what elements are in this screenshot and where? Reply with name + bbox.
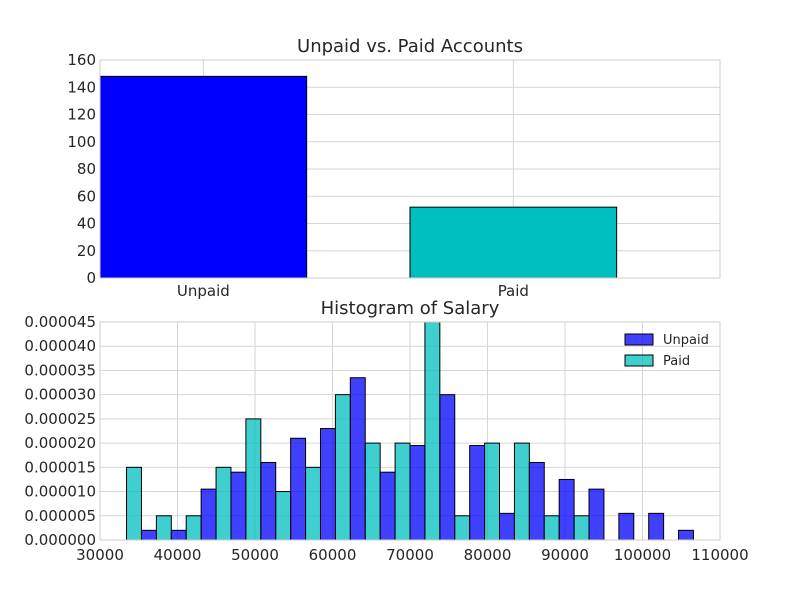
y-tick-label: 0.000030 bbox=[24, 386, 96, 404]
hist-bar-unpaid bbox=[379, 471, 396, 541]
y-tick-label: 120 bbox=[67, 106, 96, 124]
hist-bar-unpaid bbox=[648, 512, 665, 541]
plot-frame bbox=[99, 321, 721, 541]
hist-bar-unpaid bbox=[469, 445, 486, 541]
y-tick-label: 0.000005 bbox=[24, 507, 96, 525]
y-tick-label: 80 bbox=[77, 160, 96, 178]
y-tick-label: 0.000000 bbox=[24, 531, 96, 549]
hist-bar-unpaid bbox=[140, 529, 157, 541]
legend-label-unpaid: Unpaid bbox=[663, 333, 709, 348]
x-tick-label: 30000 bbox=[76, 546, 124, 564]
hist-bar-unpaid bbox=[499, 512, 515, 541]
y-tick-label: 0.000035 bbox=[24, 361, 96, 379]
hist-bar-unpaid bbox=[439, 394, 456, 541]
hist-bar-unpaid bbox=[558, 478, 575, 541]
x-tick-label: 60000 bbox=[309, 546, 357, 564]
legend-swatch-unpaid bbox=[624, 333, 654, 346]
hist-bar-paid bbox=[275, 491, 292, 541]
bar-paid bbox=[409, 206, 618, 279]
y-tick-label: 0.000015 bbox=[24, 458, 96, 476]
hist-bar-unpaid bbox=[260, 461, 277, 541]
y-tick-label: 0.000020 bbox=[24, 434, 96, 452]
hist-bar-unpaid bbox=[618, 512, 635, 541]
hist-bar-paid bbox=[215, 466, 232, 541]
hist-bar-paid bbox=[185, 515, 202, 541]
legend: Unpaid Paid bbox=[624, 333, 709, 369]
y-tick-label: 40 bbox=[77, 215, 96, 233]
x-tick-label: 70000 bbox=[386, 546, 434, 564]
hist-bar-unpaid bbox=[528, 461, 545, 541]
hist-bar-unpaid bbox=[678, 529, 694, 541]
hist-bar-unpaid bbox=[230, 471, 247, 541]
y-tick-label: 0 bbox=[86, 269, 96, 287]
y-tick-label: 20 bbox=[77, 242, 96, 260]
hist-bar-paid bbox=[334, 394, 351, 541]
chart-title: Unpaid vs. Paid Accounts bbox=[297, 36, 523, 57]
hist-bar-unpaid bbox=[319, 428, 336, 541]
histogram-salary: Histogram of Salary 0.000000 0.000005 0.00… bbox=[24, 298, 748, 564]
y-tick-label: 140 bbox=[67, 78, 96, 96]
y-tick-label: 60 bbox=[77, 187, 96, 205]
hist-bar-paid bbox=[155, 515, 172, 541]
hist-bar-unpaid bbox=[170, 529, 187, 541]
legend-swatch-paid bbox=[624, 354, 654, 367]
y-tick-label: 0.000010 bbox=[24, 483, 96, 501]
bar-chart-accounts: Unpaid vs. Paid Accounts 0 20 40 60 80 100 120… bbox=[67, 36, 721, 300]
hist-bar-paid bbox=[543, 515, 560, 541]
y-tick-label: 100 bbox=[67, 133, 96, 151]
x-tick-label: 100000 bbox=[614, 546, 671, 564]
hist-bar-unpaid bbox=[588, 488, 605, 541]
hist-bar-paid bbox=[305, 466, 321, 541]
x-tick-label: 90000 bbox=[541, 546, 589, 564]
hist-bar-paid bbox=[573, 515, 590, 541]
y-tick-label: 0.000045 bbox=[24, 313, 96, 331]
hist-bar-paid bbox=[513, 442, 530, 541]
x-tick-label: Unpaid bbox=[177, 282, 230, 300]
hist-bar-paid bbox=[126, 466, 142, 541]
x-tick-label: 80000 bbox=[464, 546, 512, 564]
x-tick-label: 110000 bbox=[691, 546, 748, 564]
x-tick-label: 40000 bbox=[154, 546, 202, 564]
y-tick-label: 0.000025 bbox=[24, 410, 96, 428]
hist-bar-paid bbox=[424, 321, 441, 541]
hist-bar-paid bbox=[454, 515, 471, 541]
hist-bar-unpaid bbox=[290, 437, 307, 541]
y-tick-label: 160 bbox=[67, 51, 96, 69]
hist-bar-unpaid bbox=[349, 377, 366, 541]
chart-title: Histogram of Salary bbox=[321, 298, 500, 319]
plot-frame bbox=[99, 59, 721, 279]
hist-bar-unpaid bbox=[200, 488, 217, 541]
x-tick-label: 50000 bbox=[231, 546, 279, 564]
x-tick-label: Paid bbox=[498, 282, 529, 300]
hist-bar-paid bbox=[245, 418, 262, 541]
hist-bar-paid bbox=[484, 442, 501, 541]
hist-bar-paid bbox=[364, 442, 381, 541]
legend-label-paid: Paid bbox=[663, 354, 690, 369]
bar-unpaid bbox=[99, 75, 308, 279]
y-tick-label: 0.000040 bbox=[24, 337, 96, 355]
hist-bar-unpaid bbox=[409, 445, 426, 541]
hist-bar-paid bbox=[394, 442, 411, 541]
